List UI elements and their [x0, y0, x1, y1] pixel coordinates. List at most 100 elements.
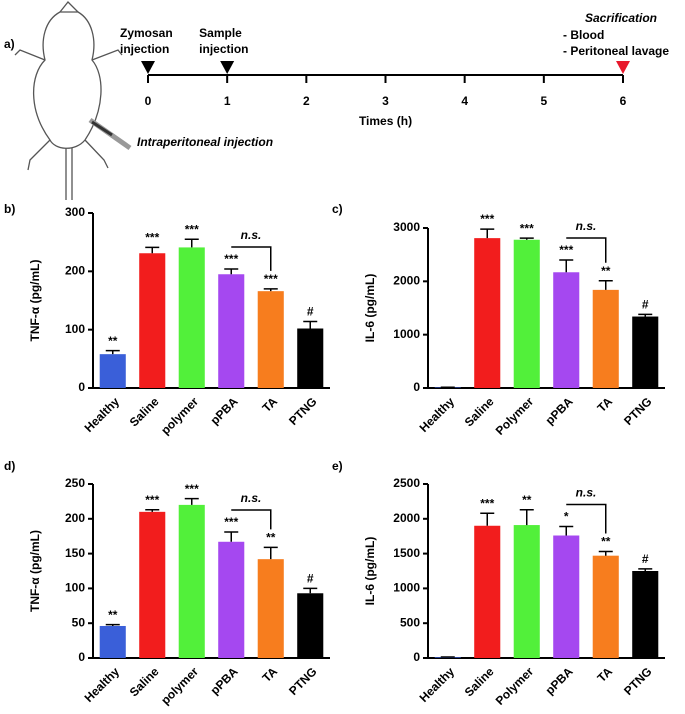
- bracket-label: n.s.: [241, 228, 262, 242]
- x-tick-label: Healthy: [417, 394, 458, 435]
- error-bar: [480, 228, 495, 239]
- y-axis-label: TNF-α (pg/mL): [28, 530, 42, 612]
- bar: [178, 504, 205, 658]
- x-tick-label: Polymer: [493, 664, 537, 708]
- significance-label: #: [307, 305, 314, 319]
- error-bar: [303, 587, 318, 594]
- significance-label: #: [307, 572, 314, 586]
- x-tick-label: pPBA: [543, 664, 576, 697]
- y-tick-label: 2000: [393, 511, 420, 525]
- error-bar: [145, 509, 160, 512]
- error-bar: [224, 531, 239, 542]
- x-tick-label: polymer: [158, 394, 201, 437]
- error-bar: [263, 546, 278, 560]
- error-bar: [598, 280, 613, 290]
- bracket-label: n.s.: [576, 219, 597, 233]
- error-bar: [184, 238, 199, 248]
- bar: [99, 354, 126, 388]
- x-tick-label: Healthy: [417, 664, 458, 705]
- x-tick-label: Saline: [462, 394, 497, 429]
- significance-label: ***: [480, 212, 494, 226]
- bar: [218, 274, 245, 388]
- error-bar: [480, 512, 495, 526]
- bar: [257, 559, 284, 658]
- significance-label: ***: [224, 252, 238, 266]
- axis-line: [427, 484, 665, 659]
- error-bar: [184, 497, 199, 505]
- event-marker: [220, 61, 235, 74]
- significance-label: ***: [480, 496, 494, 510]
- bracket: [566, 503, 607, 534]
- x-tick-label: 5: [540, 94, 547, 108]
- panel-label: a): [4, 37, 15, 51]
- x-tick-label: PTNG: [621, 664, 654, 697]
- significance-label: *: [564, 510, 569, 524]
- panel-label: c): [332, 202, 343, 216]
- y-tick-label: 1500: [393, 546, 420, 560]
- y-tick-label: 100: [65, 581, 85, 595]
- y-tick-label: 1000: [393, 581, 420, 595]
- x-tick-label: pPBA: [208, 394, 241, 427]
- x-tick-label: Healthy: [82, 394, 123, 435]
- error-bar: [303, 320, 318, 329]
- y-axis-label: IL-6 (pg/mL): [363, 537, 377, 606]
- axis-line: [92, 484, 330, 659]
- event-label: injection: [199, 42, 248, 56]
- y-tick-label: 150: [65, 546, 85, 560]
- y-tick-label: 2500: [393, 476, 420, 490]
- bar: [632, 571, 659, 658]
- bar: [474, 238, 501, 388]
- error-bar: [638, 313, 653, 317]
- significance-label: **: [266, 531, 276, 545]
- event-label: - Blood: [563, 28, 604, 42]
- significance-label: **: [601, 535, 611, 549]
- event-marker: [616, 61, 630, 74]
- y-tick-label: 0: [78, 650, 85, 664]
- event-title: Sacrification: [585, 11, 657, 25]
- y-tick-label: 1000: [393, 327, 420, 341]
- significance-label: ***: [224, 515, 238, 529]
- y-tick-label: 0: [78, 380, 85, 394]
- y-tick-label: 3000: [393, 220, 420, 234]
- bar: [553, 272, 580, 388]
- significance-label: #: [642, 552, 649, 566]
- x-tick-label: Saline: [127, 664, 162, 699]
- significance-label: ***: [145, 231, 159, 245]
- significance-label: ***: [559, 243, 573, 257]
- bar: [139, 511, 166, 658]
- error-bar: [519, 509, 534, 526]
- y-tick-label: 50: [72, 615, 86, 629]
- bracket-label: n.s.: [576, 486, 597, 500]
- x-tick-label: PTNG: [286, 394, 319, 427]
- x-tick-label: Healthy: [82, 664, 123, 705]
- error-bar: [105, 349, 120, 355]
- event-label: injection: [120, 42, 169, 56]
- x-axis-label: Times (h): [359, 114, 412, 128]
- x-tick-label: 0: [145, 94, 152, 108]
- x-tick-label: 3: [382, 94, 389, 108]
- event-label: - Peritoneal lavage: [563, 44, 669, 58]
- significance-label: **: [108, 334, 118, 348]
- error-bar: [105, 623, 120, 626]
- significance-label: **: [108, 608, 118, 622]
- bar: [139, 253, 166, 388]
- x-tick-label: 1: [224, 94, 231, 108]
- annotation: Intraperitoneal injection: [137, 135, 273, 149]
- x-tick-label: PTNG: [286, 664, 319, 697]
- axis-line: [427, 228, 665, 389]
- y-tick-label: 500: [400, 615, 420, 629]
- bracket: [231, 509, 272, 530]
- x-tick-label: TA: [260, 664, 281, 685]
- error-bar: [559, 259, 574, 273]
- bar: [178, 247, 205, 388]
- bar: [632, 316, 659, 388]
- event-label: Zymosan: [120, 26, 173, 40]
- bar: [513, 525, 540, 658]
- bar: [592, 289, 619, 388]
- bar: [592, 555, 619, 658]
- x-tick-label: Saline: [462, 664, 497, 699]
- significance-label: ***: [185, 222, 199, 236]
- significance-label: ***: [145, 493, 159, 507]
- significance-label: ***: [185, 482, 199, 496]
